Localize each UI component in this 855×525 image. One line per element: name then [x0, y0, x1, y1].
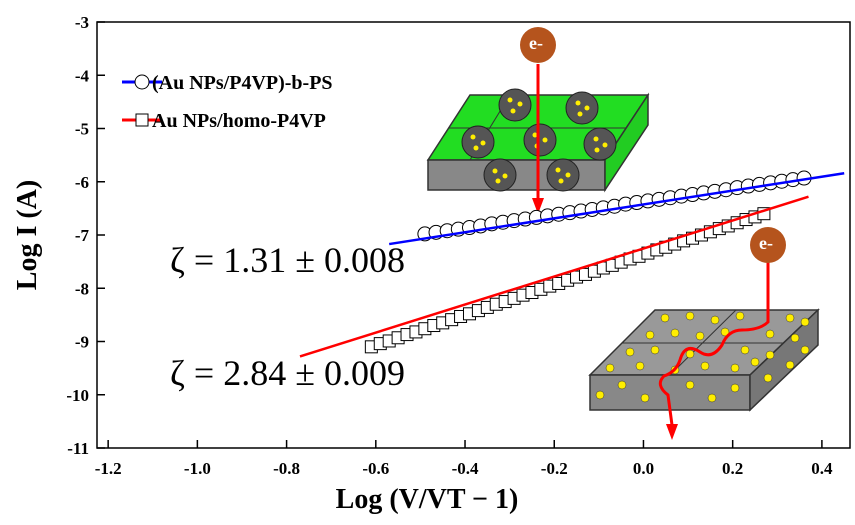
x-axis-title: Log (V/VT − 1): [336, 484, 519, 515]
y-tick-label: -6: [75, 173, 89, 192]
annotation: ζ = 2.84 ± 0.009: [170, 353, 405, 393]
x-tick-label: 0.2: [722, 459, 743, 478]
y-tick-label: -9: [75, 333, 89, 352]
y-axis-title: Log I (A): [12, 180, 43, 290]
x-tick-label: -1.2: [95, 459, 122, 478]
inset-green-film: [428, 27, 648, 214]
y-tick-label: -5: [75, 120, 89, 139]
x-tick-label: -0.8: [273, 459, 300, 478]
legend-label: (Au NPs/P4VP)-b-PS: [152, 72, 333, 94]
x-tick-label: -0.2: [541, 459, 568, 478]
legend-marker: [136, 114, 148, 126]
x-tick-label: 0.4: [811, 459, 833, 478]
y-tick-label: -3: [75, 13, 89, 32]
electron-label: e-: [759, 233, 773, 253]
x-tick-label: -0.4: [452, 459, 479, 478]
y-tick-label: -11: [67, 439, 89, 458]
x-tick-label: -1.0: [184, 459, 211, 478]
legend-label: Au NPs/homo-P4VP: [152, 110, 326, 132]
annotation: ζ = 1.31 ± 0.008: [170, 240, 405, 280]
chart: e- e- ζ = 1.31 ± 0.008 ζ = 2.84 ± 0.009 …: [0, 0, 855, 525]
y-tick-label: -7: [75, 226, 90, 245]
legend-marker: [135, 75, 149, 89]
x-tick-label: -0.6: [362, 459, 389, 478]
y-tick-label: -10: [66, 386, 89, 405]
y-tick-label: -8: [75, 279, 89, 298]
x-tick-label: 0.0: [633, 459, 654, 478]
y-tick-label: -4: [75, 66, 90, 85]
electron-label: e-: [529, 33, 543, 53]
